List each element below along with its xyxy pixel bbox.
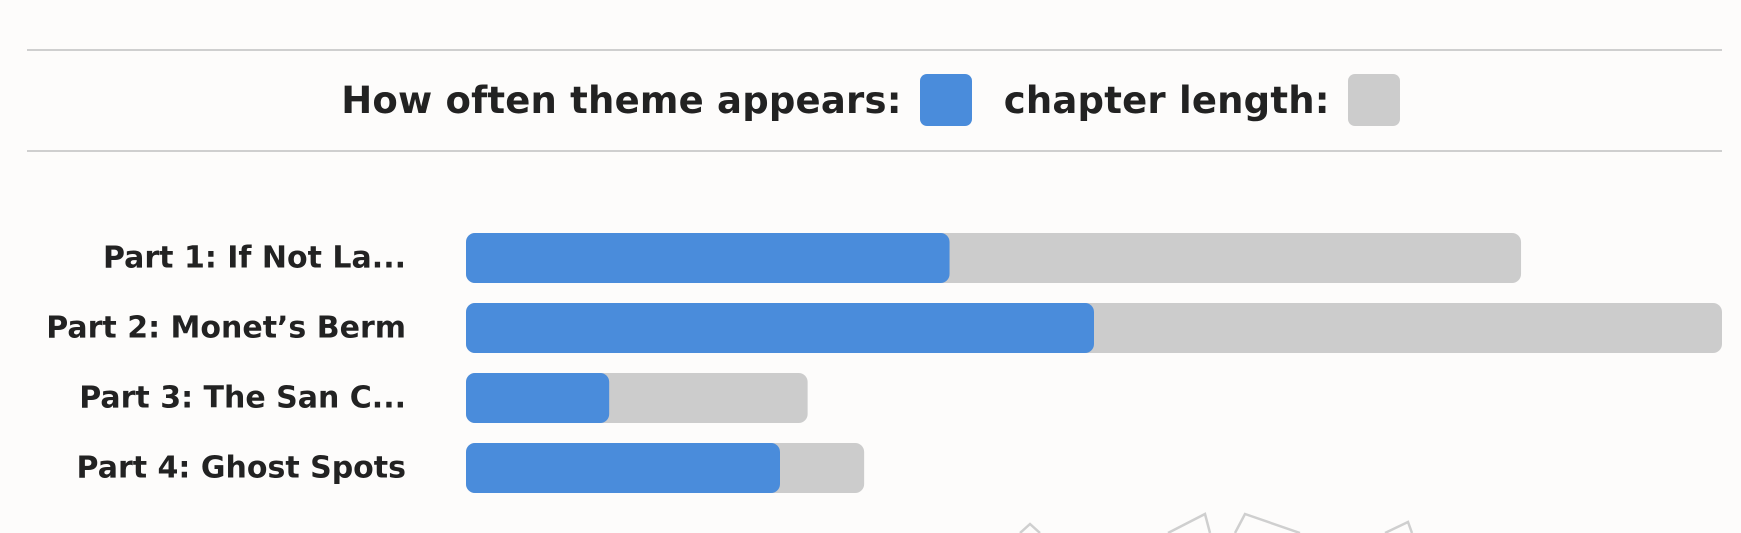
legend-bottom-rule xyxy=(27,150,1722,152)
bar-theme-frequency-2 xyxy=(466,303,1094,353)
legend-primary-swatch xyxy=(919,74,972,126)
legend-top-rule xyxy=(27,49,1722,51)
legend: How often theme appears: chapter length: xyxy=(0,74,1741,126)
legend-primary-label: How often theme appears: xyxy=(341,78,902,122)
decorative-peak-4 xyxy=(1384,520,1414,533)
category-label-3: Part 3: The San C... xyxy=(79,381,406,416)
bar-theme-frequency-1 xyxy=(466,233,950,283)
decorative-peak-3 xyxy=(1233,512,1301,533)
legend-secondary-swatch xyxy=(1347,74,1400,126)
bar-theme-frequency-3 xyxy=(466,373,610,423)
bar-theme-frequency-4 xyxy=(466,443,780,493)
category-label-1: Part 1: If Not La... xyxy=(103,241,406,276)
category-label-2: Part 2: Monet’s Berm xyxy=(46,311,406,346)
decorative-peak-1 xyxy=(1019,522,1041,533)
legend-secondary-label: chapter length: xyxy=(1003,78,1330,122)
decorative-peak-2 xyxy=(1167,512,1212,533)
category-label-4: Part 4: Ghost Spots xyxy=(77,451,406,486)
